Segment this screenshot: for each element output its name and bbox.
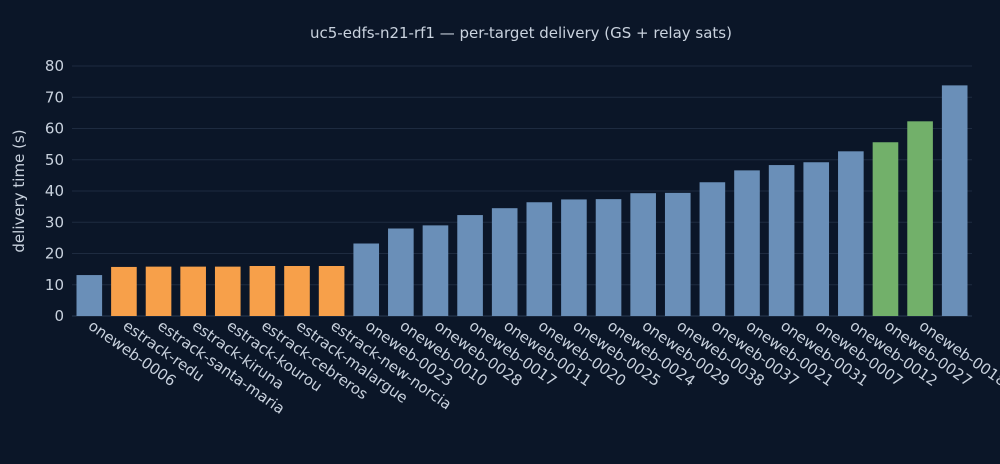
y-tick-label: 60	[45, 120, 64, 138]
bar	[214, 266, 241, 316]
y-axis-label: delivery time (s)	[10, 129, 28, 252]
y-tick-label: 70	[45, 88, 64, 106]
bar	[630, 193, 656, 316]
y-tick-label: 80	[45, 57, 64, 75]
gridlines	[72, 65, 972, 317]
bar	[457, 215, 483, 316]
bar	[318, 266, 345, 316]
y-tick-label: 20	[45, 245, 64, 263]
x-tick-labels: oneweb-0006estrack-reduestrack-santa-mar…	[85, 317, 1000, 418]
bar	[388, 228, 414, 316]
bar	[526, 202, 553, 316]
bar	[595, 199, 622, 316]
bar	[561, 199, 587, 316]
bar	[111, 266, 137, 316]
y-tick-labels: 0 10 20 30 40 50 60 70 80	[45, 57, 64, 325]
y-tick-label: 50	[45, 151, 64, 169]
y-tick-label: 10	[45, 276, 64, 294]
bar	[803, 162, 830, 316]
bar	[76, 275, 103, 316]
bar	[664, 192, 691, 316]
bar	[249, 266, 276, 316]
bar	[838, 151, 864, 316]
chart-title: uc5-edfs-n21-rf1 — per-target delivery (…	[310, 24, 732, 42]
y-tick-label: 0	[54, 307, 64, 325]
y-tick-label: 40	[45, 182, 64, 200]
bar	[145, 266, 172, 316]
bar	[491, 208, 518, 316]
y-tick-label: 30	[45, 213, 64, 231]
bar	[284, 266, 310, 316]
bar	[907, 121, 933, 316]
bar	[872, 142, 899, 316]
bar	[180, 266, 206, 316]
bar	[699, 182, 726, 316]
bars	[76, 85, 968, 316]
bar	[941, 85, 968, 316]
bar	[768, 165, 795, 316]
bar	[734, 170, 760, 316]
bar	[353, 243, 380, 316]
bar	[422, 225, 449, 316]
